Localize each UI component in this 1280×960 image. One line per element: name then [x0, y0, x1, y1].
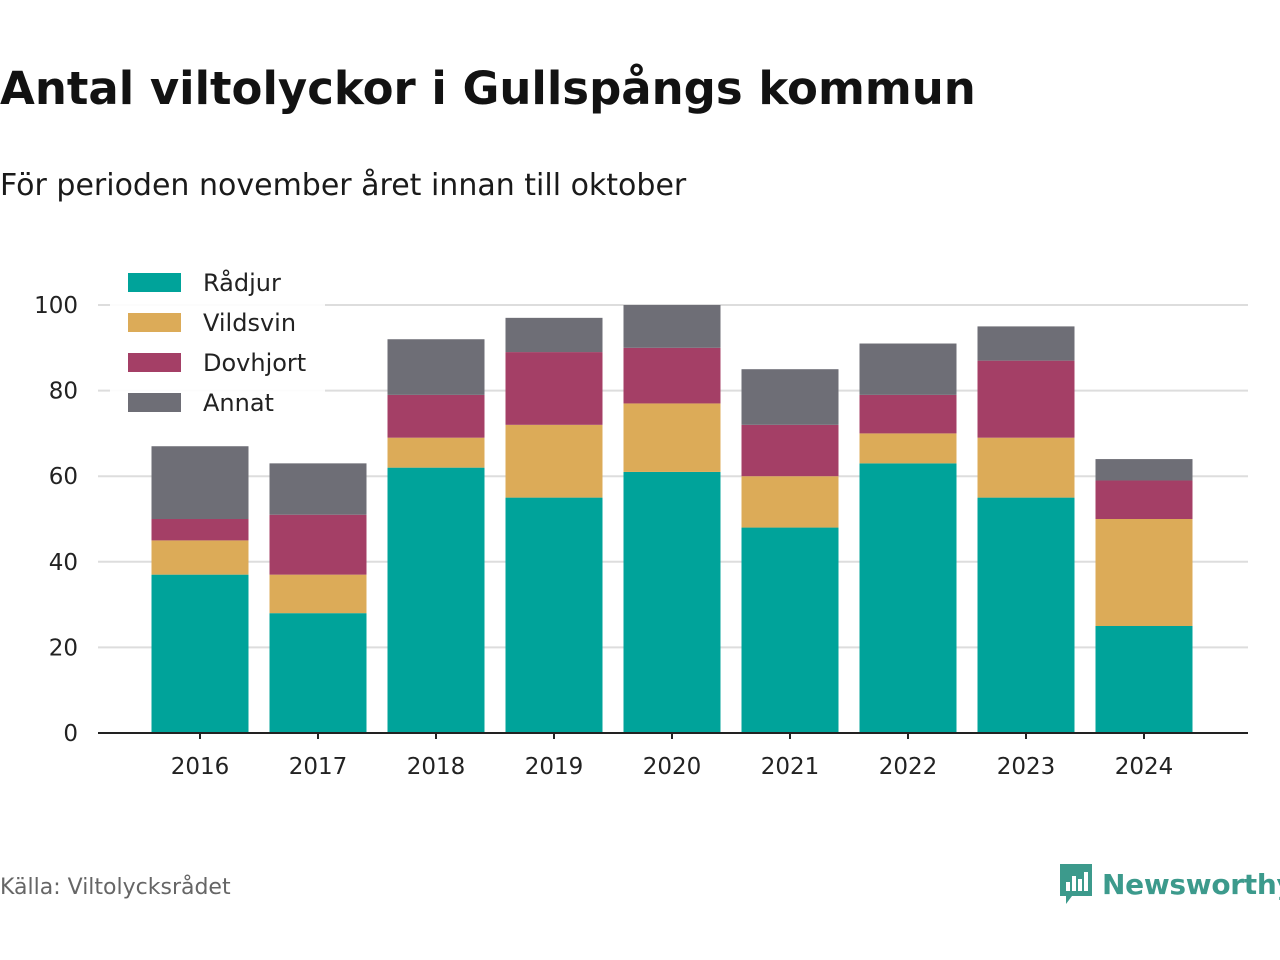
bar-segment [741, 424, 839, 477]
legend-label: Rådjur [203, 268, 281, 297]
y-axis: 0 20 40 60 80 100 [34, 293, 78, 747]
x-tick-label: 2022 [879, 754, 938, 780]
brand-name: Newsworthy [1102, 867, 1280, 901]
chart-subtitle: För perioden november året innan till ok… [0, 168, 687, 203]
bar-segment [1095, 626, 1193, 733]
legend-label: Annat [203, 389, 274, 417]
bar-segment [977, 360, 1075, 438]
y-tick-label: 80 [49, 379, 78, 405]
bar-segment [387, 394, 485, 438]
bar-segment [859, 463, 957, 733]
bar-segment [269, 514, 367, 575]
bar-segment [741, 527, 839, 733]
bar-segment [623, 305, 721, 348]
y-tick-label: 40 [49, 550, 78, 576]
x-tick-label: 2019 [525, 754, 584, 780]
x-tick-labels: 2016 2017 2018 2019 2020 2021 2022 2023 2024 [171, 733, 1174, 780]
bar-segment [623, 403, 721, 472]
bar-segment [269, 613, 367, 733]
bar-segment [1095, 459, 1193, 481]
legend-swatch [128, 273, 181, 292]
legend-label: Dovhjort [203, 349, 306, 377]
x-tick-label: 2024 [1115, 754, 1174, 780]
bar-segment [505, 352, 603, 425]
legend-swatch [128, 353, 181, 372]
y-tick-label: 60 [49, 464, 78, 490]
bar-segment [623, 347, 721, 404]
legend-label: Vildsvin [203, 309, 296, 337]
bar-segment [387, 339, 485, 395]
y-tick-label: 100 [34, 293, 78, 319]
legend-swatch [128, 393, 181, 412]
bar-segment [269, 463, 367, 515]
x-tick-label: 2020 [643, 754, 702, 780]
bar-segment [623, 471, 721, 733]
bar-segment [977, 326, 1075, 361]
x-tick-label: 2017 [289, 754, 348, 780]
x-tick-label: 2016 [171, 754, 230, 780]
bar-segment [151, 446, 249, 519]
bar-segment [741, 476, 839, 528]
bar-segment [387, 467, 485, 733]
bar-segment [505, 317, 603, 353]
bar-segment [505, 497, 603, 733]
bar-segment [151, 519, 249, 541]
bar-segment [977, 497, 1075, 733]
x-tick-label: 2023 [997, 754, 1056, 780]
y-tick-label: 0 [63, 721, 78, 747]
legend-swatch [128, 313, 181, 332]
bar-segment [151, 574, 249, 733]
bar-segment [151, 540, 249, 575]
bar-chart-speech-bubble-icon [1060, 864, 1092, 904]
legend: Rådjur Vildsvin Dovhjort Annat [110, 262, 325, 425]
x-tick-label: 2018 [407, 754, 466, 780]
bar-segment [387, 437, 485, 468]
source-note: Källa: Viltolycksrådet [0, 875, 231, 900]
bars [151, 305, 1193, 733]
bar-segment [1095, 519, 1193, 626]
bar-segment [505, 424, 603, 498]
bar-segment [741, 369, 839, 425]
bar-segment [977, 437, 1075, 498]
bar-segment [859, 343, 957, 395]
bar-segment [1095, 480, 1193, 519]
bar-segment [859, 394, 957, 434]
y-tick-label: 20 [49, 635, 78, 661]
x-tick-label: 2021 [761, 754, 820, 780]
chart-title: Antal viltolyckor i Gullspångs kommun [0, 62, 976, 115]
bar-segment [859, 433, 957, 464]
brand-logo[interactable]: Newsworthy [1058, 862, 1280, 906]
bar-segment [269, 574, 367, 614]
